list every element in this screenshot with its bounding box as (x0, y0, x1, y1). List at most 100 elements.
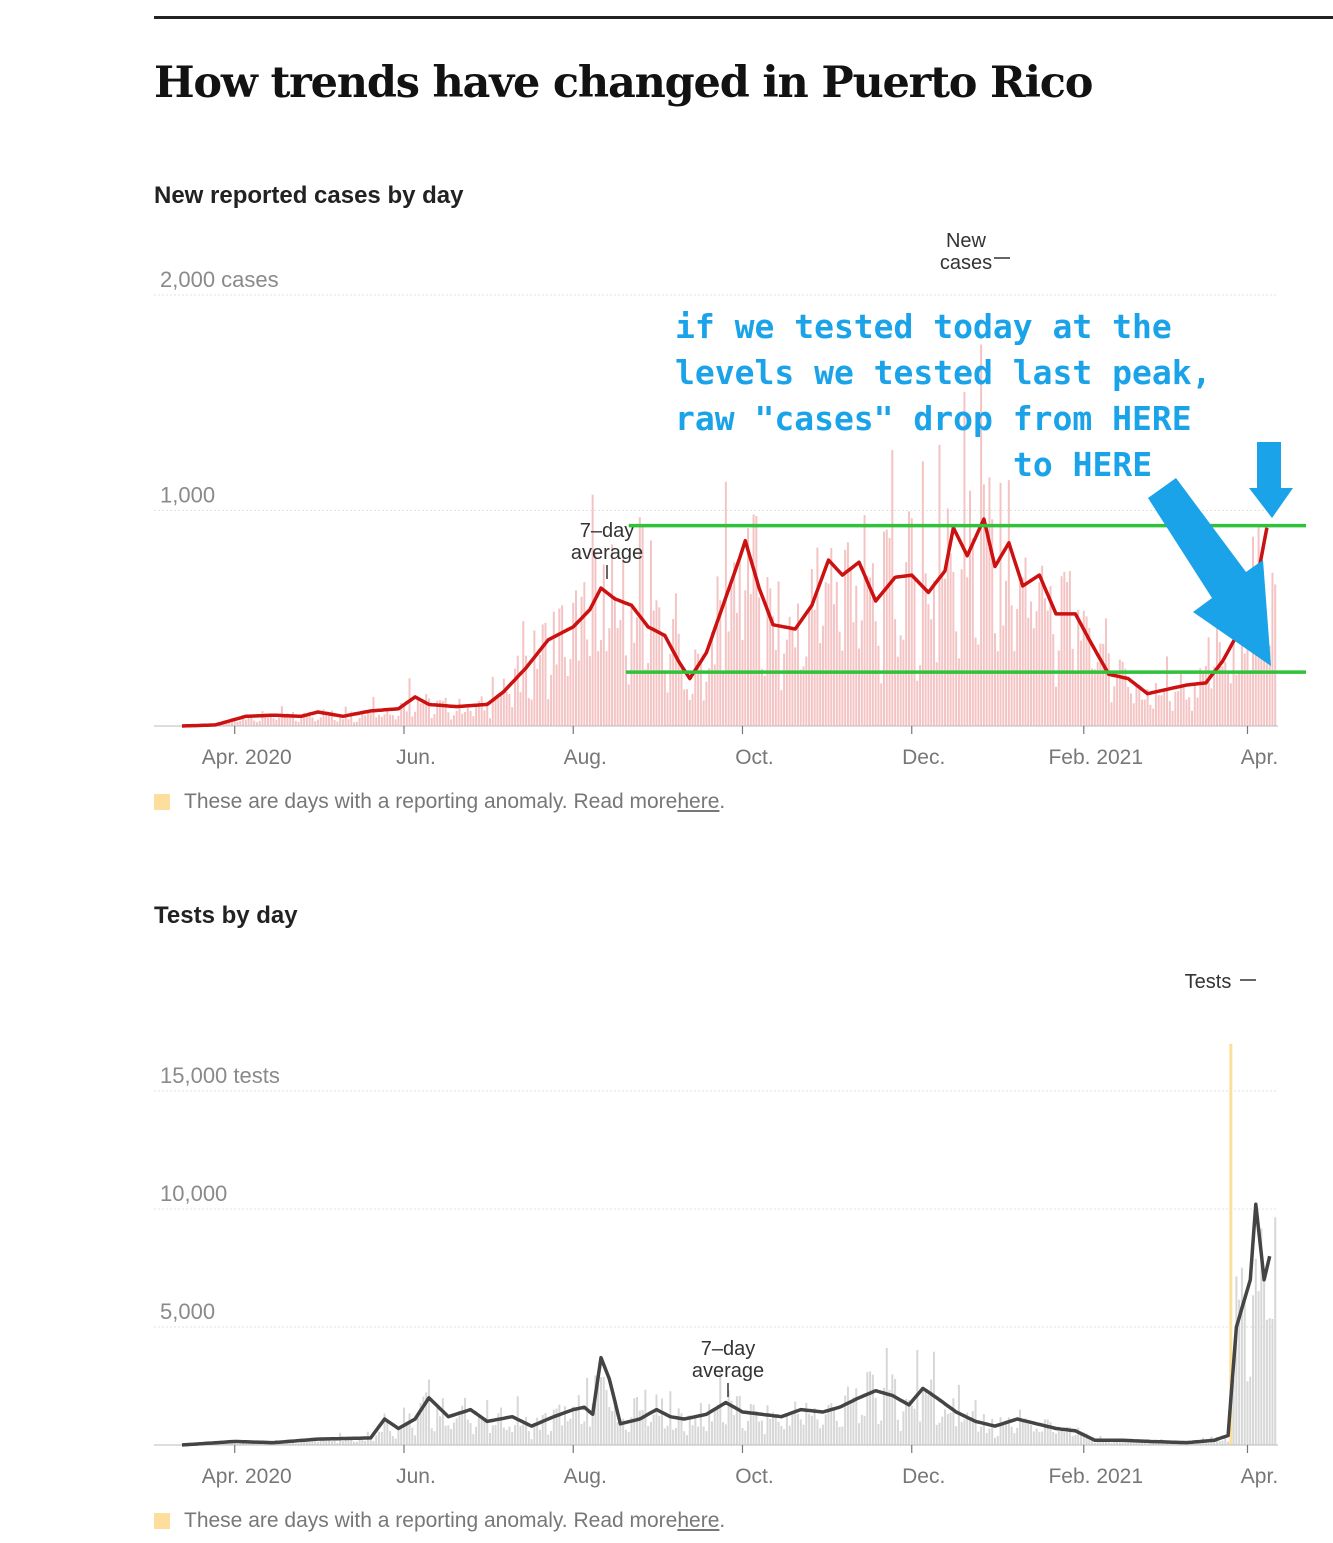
daily-bar (397, 715, 400, 726)
cases-anomaly-note: These are days with a reporting anomaly.… (154, 790, 725, 814)
daily-bar (505, 691, 508, 726)
daily-bar (1027, 1423, 1030, 1445)
daily-bar (677, 633, 680, 726)
daily-bar (389, 1431, 392, 1445)
daily-bar (808, 1413, 811, 1445)
daily-bar (882, 1387, 885, 1445)
daily-bar (760, 668, 763, 726)
y-tick-label: 1,000 (160, 483, 215, 508)
daily-bar (663, 1428, 666, 1445)
daily-bar (866, 1372, 869, 1445)
daily-bar (619, 1424, 622, 1445)
daily-bar (813, 609, 816, 726)
daily-bar (655, 600, 658, 726)
daily-bar (1085, 1433, 1088, 1445)
daily-bar (242, 1441, 245, 1445)
daily-bar (569, 659, 572, 726)
daily-bar (386, 708, 389, 726)
daily-bar (1149, 704, 1152, 726)
daily-bar (727, 1390, 730, 1445)
daily-bar (552, 1409, 555, 1445)
daily-bar (708, 1404, 711, 1445)
daily-bar (863, 1415, 866, 1445)
daily-bar (1210, 688, 1213, 726)
daily-bar (941, 575, 944, 726)
daily-bar (525, 1417, 528, 1445)
daily-bar (419, 703, 422, 726)
daily-bar (1143, 699, 1146, 726)
daily-bar (444, 1425, 447, 1445)
daily-bar (799, 669, 802, 726)
daily-bar (1063, 571, 1066, 726)
daily-bar (1141, 699, 1144, 726)
daily-bar (694, 649, 697, 726)
daily-bar (1243, 653, 1246, 726)
daily-bar (783, 1429, 786, 1445)
daily-bar (1265, 1319, 1268, 1445)
daily-bar (1152, 708, 1155, 726)
daily-bar (330, 1441, 333, 1445)
daily-bar (536, 668, 539, 726)
daily-bar (588, 656, 591, 726)
daily-bar (949, 553, 952, 726)
daily-bar (985, 527, 988, 726)
daily-bar (519, 1425, 522, 1445)
daily-bar (1135, 1441, 1138, 1445)
tests-read-more-link[interactable]: here (677, 1509, 720, 1532)
daily-bar (683, 689, 686, 726)
daily-bar (772, 1412, 775, 1445)
annotation-text: if we tested today at the levels we teste… (675, 304, 1211, 488)
daily-bar (497, 697, 500, 726)
daily-bar (538, 654, 541, 726)
daily-bar (416, 698, 419, 726)
daily-bar (899, 1431, 902, 1445)
daily-bar (378, 714, 381, 726)
daily-bar (932, 580, 935, 726)
daily-bar (1129, 693, 1132, 726)
daily-bar (558, 608, 561, 726)
daily-bar (344, 1437, 347, 1445)
daily-bar (946, 508, 949, 726)
daily-bar (569, 1418, 572, 1445)
daily-bar (255, 1443, 258, 1445)
daily-bar (439, 1416, 442, 1445)
daily-bar (697, 653, 700, 726)
top-rule (154, 16, 1333, 19)
daily-bar (1174, 1443, 1177, 1445)
daily-bar (1068, 571, 1071, 726)
daily-bar (508, 693, 511, 726)
daily-bar (433, 714, 436, 726)
daily-bar (294, 1443, 297, 1445)
daily-bar (1202, 673, 1205, 726)
daily-bar (1116, 1440, 1119, 1445)
daily-bar (475, 703, 478, 726)
annotation-line: raw "cases" drop from HERE (675, 399, 1192, 438)
daily-bar (469, 710, 472, 726)
daily-bar (425, 694, 428, 726)
daily-bar (833, 1409, 836, 1445)
daily-bar (1274, 1217, 1277, 1445)
daily-bar (1168, 1443, 1171, 1445)
daily-bar (1030, 601, 1033, 726)
daily-bar (630, 603, 633, 726)
x-tick-label: Oct. (735, 746, 774, 769)
daily-bar (1196, 697, 1199, 726)
daily-bar (949, 1412, 952, 1445)
cases-read-more-link[interactable]: here (677, 790, 720, 813)
tests-note-end: . (719, 1509, 726, 1532)
daily-bar (988, 477, 991, 726)
daily-bar (1024, 557, 1027, 726)
daily-bar (971, 1411, 974, 1445)
daily-bar (955, 1426, 958, 1445)
daily-bar (303, 712, 306, 726)
daily-bar (932, 1351, 935, 1445)
daily-bar (472, 1434, 475, 1445)
daily-bar (1102, 643, 1105, 726)
daily-bar (297, 1443, 300, 1445)
daily-bar (863, 515, 866, 726)
daily-bar (599, 640, 602, 726)
daily-bar (228, 1442, 231, 1445)
daily-bar (464, 1397, 467, 1445)
daily-bar (733, 1415, 736, 1445)
daily-bar (1265, 643, 1268, 726)
